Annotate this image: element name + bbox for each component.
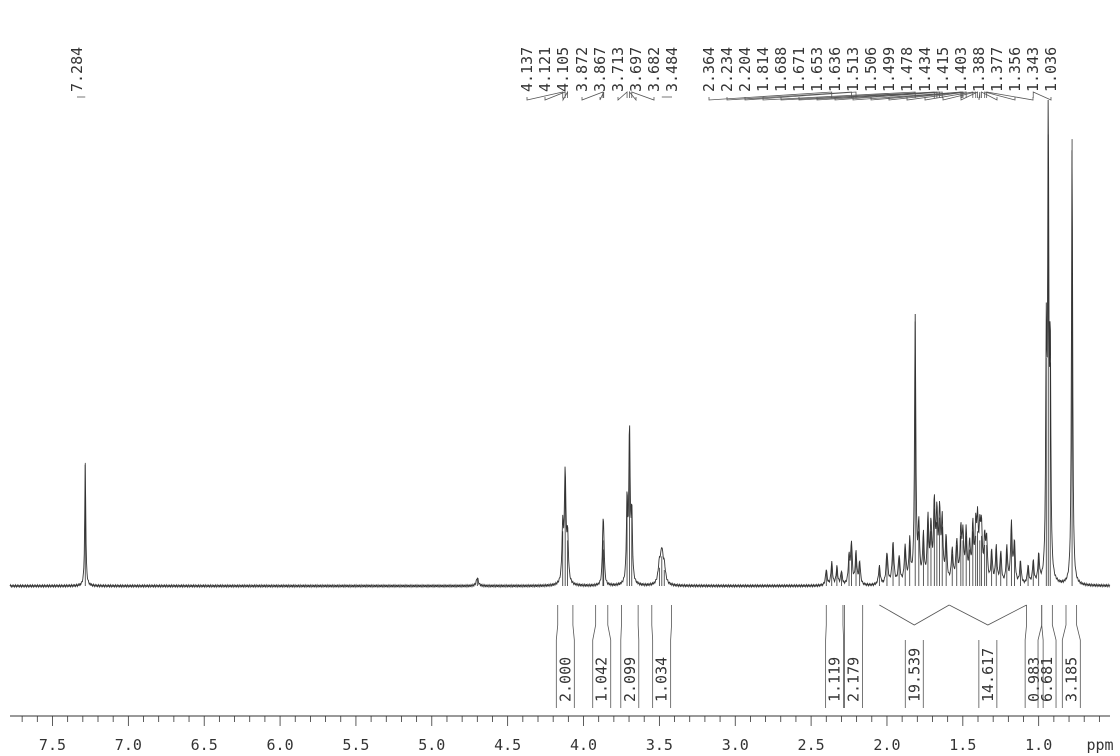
peak-label: 1.688	[772, 47, 790, 92]
peak-label-connector	[581, 91, 604, 101]
integral-bracket	[948, 604, 1027, 708]
integral-bracket	[1061, 605, 1081, 708]
peak-label: 4.121	[536, 47, 554, 92]
integral-bracket	[651, 605, 672, 708]
x-axis: ppm 7.5 7.0 6.5 6.0 5.5 5.0 4.5 4.0 3.5 3.0 2.5 2.0…	[10, 715, 1114, 754]
integral-value: 1.034	[653, 657, 671, 702]
integral-value: 1.119	[826, 657, 844, 702]
peak-label: 1.653	[808, 47, 826, 92]
peak-label: 1.036	[1042, 47, 1060, 92]
integrals: 2.000 1.042 2.099 1.034 1.119 2.179 19.539 14.6…	[555, 604, 1081, 708]
x-axis-tick-label: 5.0	[418, 736, 445, 754]
peak-label-connector	[906, 91, 967, 101]
x-axis-tick-label: 4.0	[570, 736, 597, 754]
integral-bracket	[555, 605, 575, 708]
peak-label: 1.415	[934, 47, 952, 92]
integral-value: 19.539	[905, 648, 923, 702]
integral-value: 6.681	[1038, 657, 1056, 702]
integral-value: 14.617	[979, 648, 997, 702]
integral-value: 2.099	[621, 657, 639, 702]
integral-value: 0.983	[1025, 657, 1043, 702]
x-axis-tick-label: 1.5	[949, 736, 976, 754]
x-axis-tick-label: 6.0	[267, 736, 294, 754]
peak-label: 1.356	[1006, 47, 1024, 92]
integral-bracket	[844, 605, 864, 708]
peak-label: 1.403	[952, 47, 970, 92]
x-axis-tick-label: 3.5	[646, 736, 673, 754]
integral-value: 1.042	[593, 657, 611, 702]
peak-label: 2.364	[700, 47, 718, 92]
peak-label-connector	[526, 91, 564, 101]
integral-bracket	[879, 604, 950, 708]
peak-label: 1.671	[790, 47, 808, 92]
peak-label-connector	[1032, 91, 1052, 101]
x-axis-tick-label: 5.5	[342, 736, 369, 754]
peak-label: 3.697	[627, 47, 645, 92]
peak-label-connector	[599, 91, 605, 101]
peak-label: 3.484	[663, 47, 681, 92]
x-axis-tick-label: 6.5	[191, 736, 218, 754]
x-axis-tick-label: 3.0	[722, 736, 749, 754]
peak-label: 1.343	[1024, 47, 1042, 92]
spectrum-trace	[9, 99, 1111, 589]
peak-label: 3.867	[591, 47, 609, 92]
x-axis-tick-label: 7.5	[39, 736, 66, 754]
peak-label: 1.814	[754, 47, 772, 92]
peak-label-connector	[544, 91, 566, 101]
x-axis-tick-label: 4.5	[494, 736, 521, 754]
peak-label: 1.636	[826, 47, 844, 92]
peak-label-connector	[629, 90, 637, 102]
peak-labels: 7.284 4.137 4.121 4.105 3.872 3.867 3.713 3.697…	[68, 47, 1060, 102]
peak-label: 4.105	[554, 47, 572, 92]
peak-label-connector	[960, 91, 978, 101]
integral-bracket	[825, 605, 845, 708]
peak-label-connector	[984, 91, 1016, 101]
peak-label: 1.377	[988, 47, 1006, 92]
x-axis-tick-label: 7.0	[115, 736, 142, 754]
peak-label-connector	[816, 91, 941, 101]
peak-label: 1.478	[898, 47, 916, 92]
x-axis-tick-label: 2.5	[798, 736, 825, 754]
peak-label: 3.682	[645, 47, 663, 92]
integral-bracket	[1037, 605, 1057, 708]
x-axis-label: ppm	[1086, 736, 1113, 754]
peak-label: 2.234	[718, 47, 736, 92]
peak-label: 3.713	[609, 47, 627, 92]
peak-label: 1.513	[844, 47, 862, 92]
x-axis-tick-label: 1.0	[1025, 736, 1052, 754]
peak-label-connector	[942, 91, 977, 101]
peak-label-connector	[708, 91, 833, 101]
peak-label: 7.284	[68, 47, 86, 92]
peak-label-connector	[978, 91, 981, 101]
peak-label: 2.204	[736, 47, 754, 92]
integral-value: 2.179	[845, 657, 863, 702]
peak-label-connector	[924, 91, 974, 101]
peak-label: 3.872	[573, 47, 591, 92]
spectrum-area	[9, 99, 1111, 589]
peak-label: 1.499	[880, 47, 898, 92]
integral-value: 2.000	[556, 657, 574, 702]
peak-label: 1.506	[862, 47, 880, 92]
peak-label-connector	[986, 91, 1034, 101]
peak-label-connector	[617, 91, 628, 101]
peak-label: 1.388	[970, 47, 988, 92]
peak-label: 4.137	[518, 47, 536, 92]
integral-value: 3.185	[1062, 657, 1080, 702]
integral-bracket	[592, 605, 612, 708]
x-axis-tick-label: 2.0	[873, 736, 900, 754]
peak-label: 1.434	[916, 47, 934, 92]
peak-label-connector	[852, 91, 962, 101]
integral-bracket	[620, 605, 640, 708]
peak-label-connector	[981, 91, 998, 101]
peak-label-connector	[562, 90, 568, 102]
peak-label-connector	[631, 91, 655, 101]
